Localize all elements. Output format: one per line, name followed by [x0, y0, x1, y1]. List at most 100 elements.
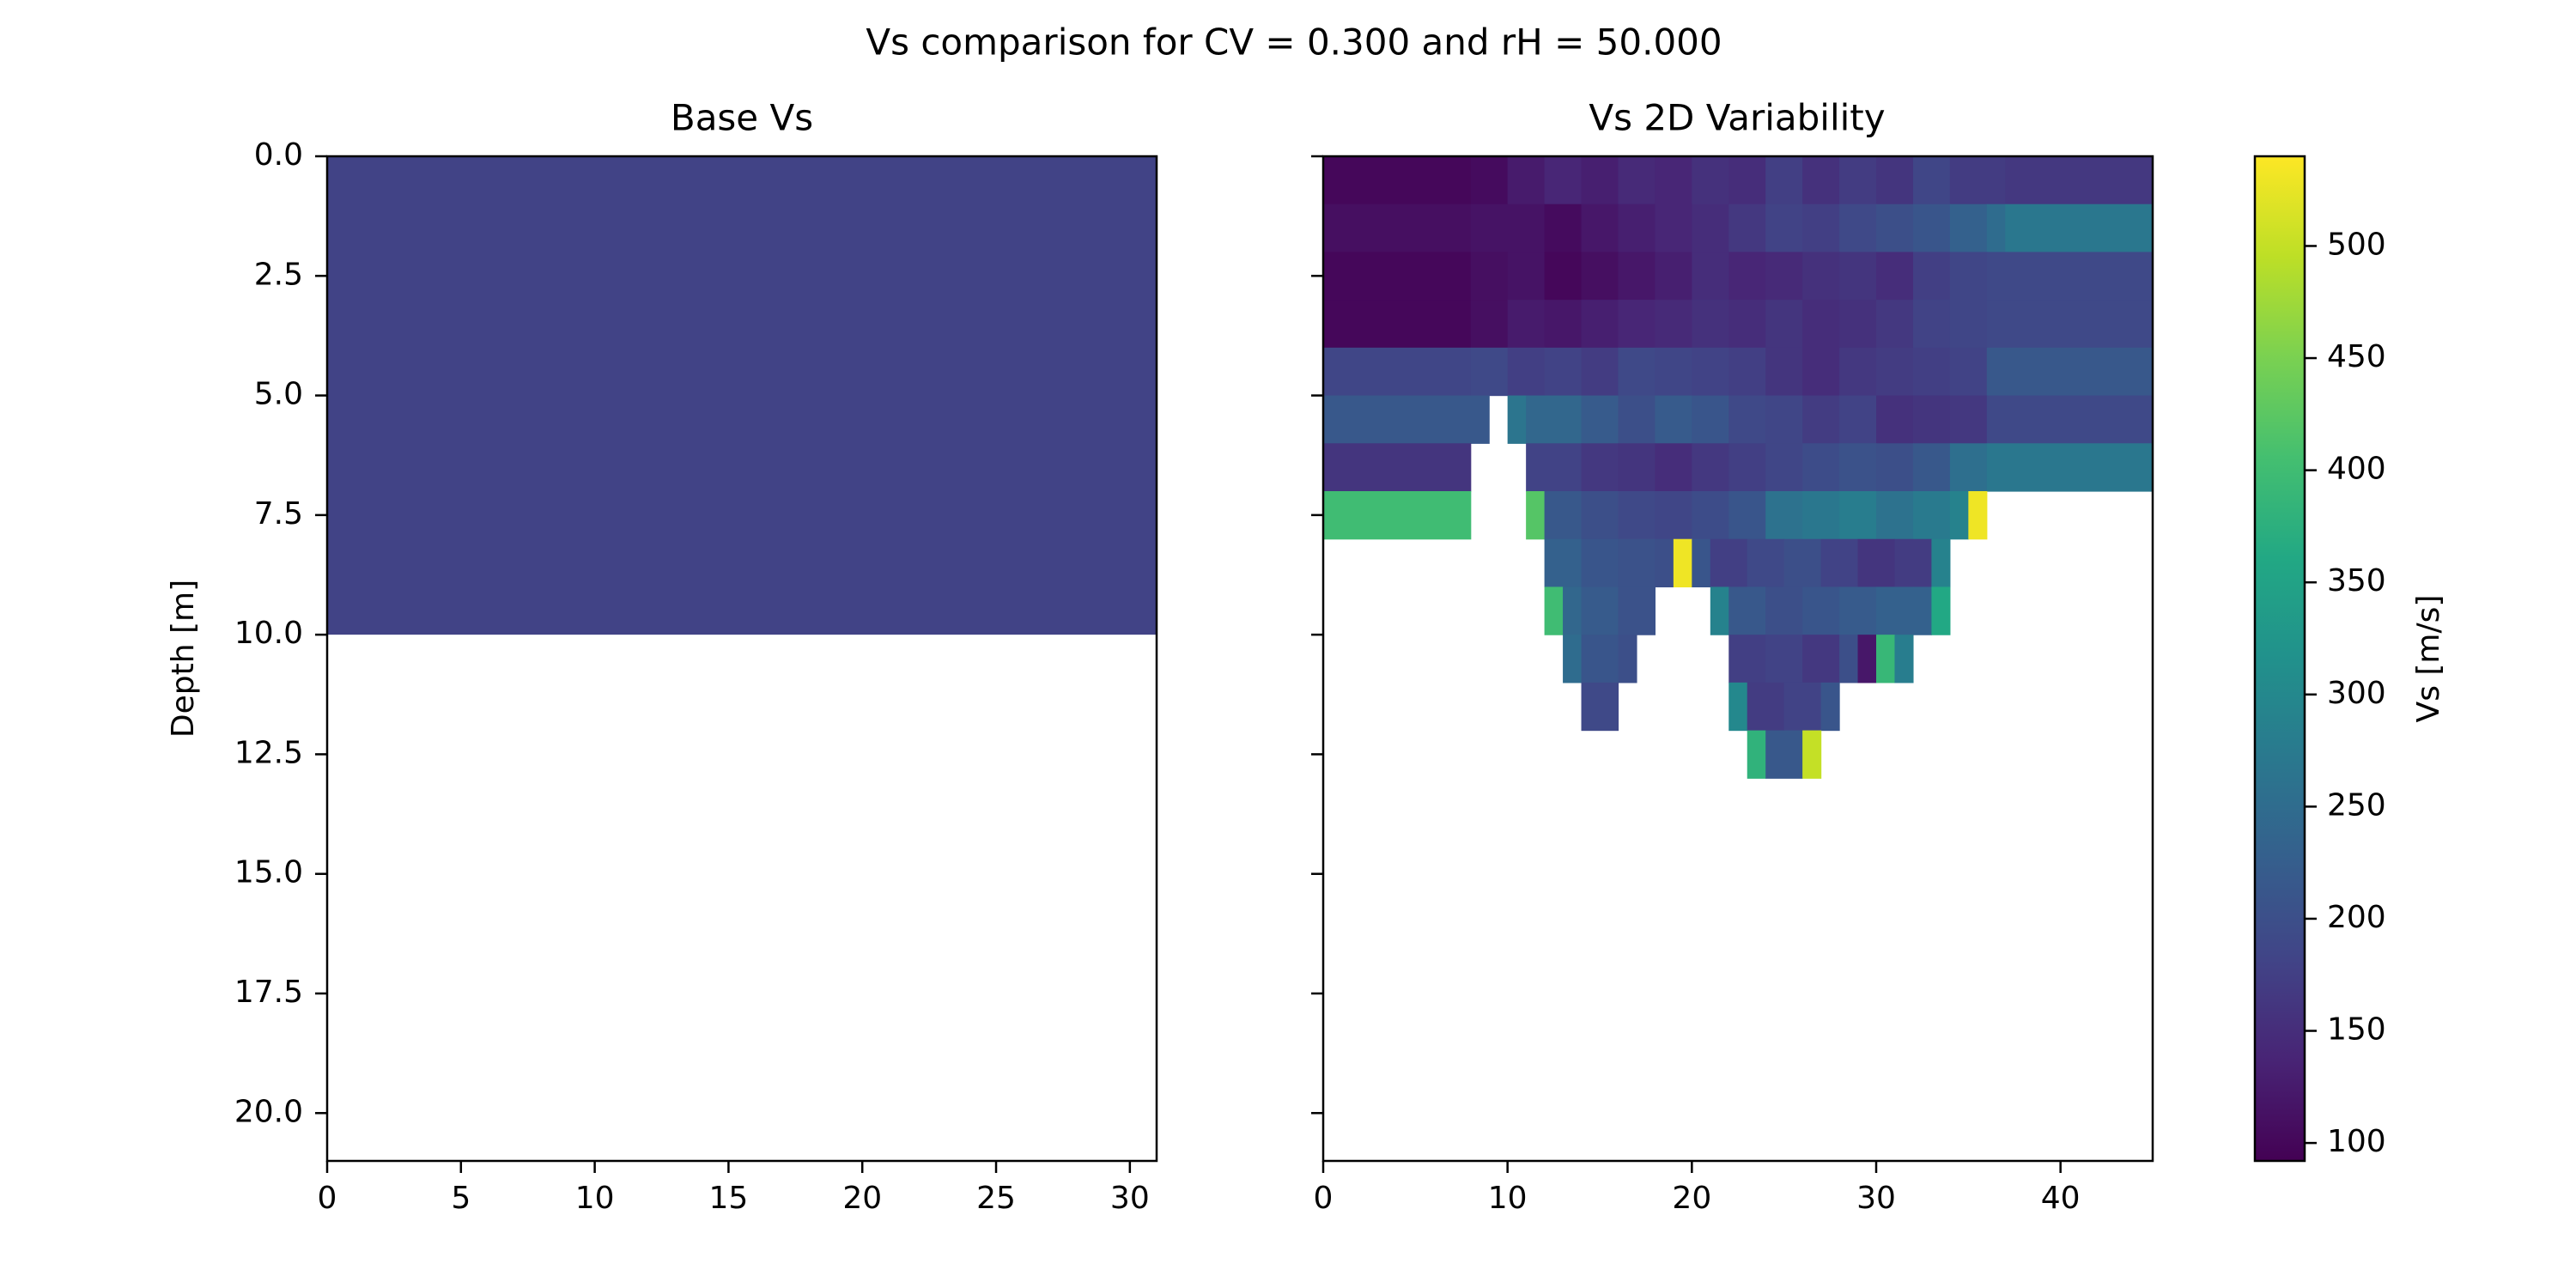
heatmap-cell [1949, 156, 2006, 205]
heatmap-cell [1839, 347, 1877, 397]
heatmap-cell [1912, 300, 1951, 349]
heatmap-cell [1949, 204, 1988, 253]
heatmap-cell [1876, 586, 1914, 635]
colorbar: 100 150 200 250 300 350 400 450 500 Vs [m/s] [2253, 155, 2446, 1163]
heatmap-cell [1802, 730, 1822, 779]
base-vs-panel: Base Vs Depth [m] 0 5 10 15 20 25 30 0.0 2.5 5.0 7… [166, 97, 1158, 1216]
heatmap-cell [1544, 204, 1583, 253]
heatmap-cell [1581, 252, 1619, 301]
x-tick-label: 30 [1856, 1181, 1896, 1216]
heatmap-cell [1949, 491, 1969, 540]
colorbar-tick-label: 450 [2327, 339, 2386, 374]
heatmap-cell [1876, 300, 1914, 349]
heatmap-cell [1765, 395, 1803, 444]
heatmap-cell [1931, 538, 1951, 588]
axis-ticks: 0 10 20 30 40 [1311, 155, 2081, 1216]
plot-frame [325, 155, 1158, 1163]
heatmap-cell [1949, 252, 1988, 301]
heatmap-cell [1581, 204, 1619, 253]
heatmap-cell [1728, 347, 1766, 397]
y-axis-label: Depth [m] [166, 580, 201, 738]
heatmap-cell [1912, 204, 1951, 253]
heatmap-cell [1839, 491, 1877, 540]
heatmap-cell [1581, 300, 1619, 349]
heatmap-cell [1839, 443, 1877, 492]
heatmap-cell [1802, 635, 1840, 683]
x-tick-label: 0 [318, 1181, 337, 1216]
heatmap-cell [1802, 491, 1840, 540]
heatmap-cell [1949, 347, 1988, 397]
y-tick-label: 20.0 [234, 1094, 303, 1129]
heatmap-cell [1470, 204, 1546, 253]
heatmap-cell [1747, 538, 1785, 588]
heatmap-cell [1839, 586, 1877, 635]
heatmap-cell [1986, 395, 2154, 444]
colorbar-tick-label: 200 [2327, 900, 2386, 935]
heatmap-cell [1728, 204, 1766, 253]
heatmap-cell [1655, 395, 1692, 444]
heatmap-cell [1692, 204, 1729, 253]
heatmap-cell [1839, 156, 1877, 205]
heatmap-cell [1765, 443, 1803, 492]
heatmap-cell [1765, 204, 1803, 253]
heatmap-cell [1618, 347, 1656, 397]
heatmap-cell [1802, 443, 1840, 492]
heatmap-cell [2005, 156, 2154, 205]
heatmap-cell [1986, 204, 2006, 253]
heatmap-cell [1655, 156, 1692, 205]
heatmap-cell [1655, 347, 1692, 397]
heatmap-cell [1507, 252, 1546, 301]
panel-title: Base Vs [671, 97, 813, 139]
heatmap-cell [1820, 538, 1859, 588]
heatmap-cell [1912, 347, 1951, 397]
heatmap-cell [1857, 538, 1896, 588]
heatmap-cell [1692, 300, 1729, 349]
heatmap-cell [1323, 252, 1472, 301]
heatmap-cell [1544, 586, 1564, 635]
heatmap-cell [1710, 586, 1729, 635]
heatmap-cell [1581, 682, 1619, 732]
heatmap-cell [1673, 538, 1692, 588]
heatmap-cell [1655, 252, 1692, 301]
heatmap-cell [1563, 635, 1583, 683]
vs-2d-variability-panel: Vs 2D Variability 0 10 20 30 40 [1311, 97, 2154, 1216]
heatmap-cell [1581, 347, 1619, 397]
heatmap-cell [1655, 443, 1692, 492]
heatmap-cell [1507, 156, 1546, 205]
heatmap-cell [1581, 443, 1619, 492]
x-tick-label: 25 [976, 1181, 1016, 1216]
heatmap-cells [1323, 156, 2154, 779]
heatmap-cell [1323, 156, 1472, 205]
figure-title: Vs comparison for CV = 0.300 and rH = 50… [866, 21, 1722, 64]
heatmap-cell [1894, 635, 1914, 683]
heatmap-cell [1876, 204, 1914, 253]
heatmap-cell [1765, 635, 1803, 683]
heatmap-cell [1618, 443, 1656, 492]
heatmap-cell [1839, 252, 1877, 301]
y-tick-label: 7.5 [254, 496, 303, 532]
heatmap-cell [1912, 586, 1932, 635]
heatmap-cell [1728, 443, 1766, 492]
x-tick-label: 10 [1488, 1181, 1528, 1216]
heatmap-cell [1949, 300, 1988, 349]
heatmap-cell [1655, 491, 1692, 540]
heatmap-cell [1728, 300, 1766, 349]
y-tick-label: 17.5 [234, 975, 303, 1010]
heatmap-cell [1470, 300, 1509, 349]
heatmap-cell [1765, 586, 1803, 635]
heatmap-cell [1802, 300, 1840, 349]
heatmap-cell [1783, 538, 1822, 588]
heatmap-cell [1986, 443, 2154, 492]
heatmap-cell [1876, 635, 1896, 683]
heatmap-cell [1581, 395, 1619, 444]
heatmap-cell [1470, 252, 1509, 301]
colorbar-tick-label: 150 [2327, 1012, 2386, 1048]
heatmap-cell [1323, 347, 1472, 397]
heatmap-cell [1692, 538, 1711, 588]
heatmap-cell [1692, 491, 1729, 540]
heatmap-cell [1655, 300, 1692, 349]
heatmap-cell [1839, 395, 1877, 444]
heatmap-cell [1618, 252, 1656, 301]
colorbar-tick-label: 300 [2327, 676, 2386, 711]
